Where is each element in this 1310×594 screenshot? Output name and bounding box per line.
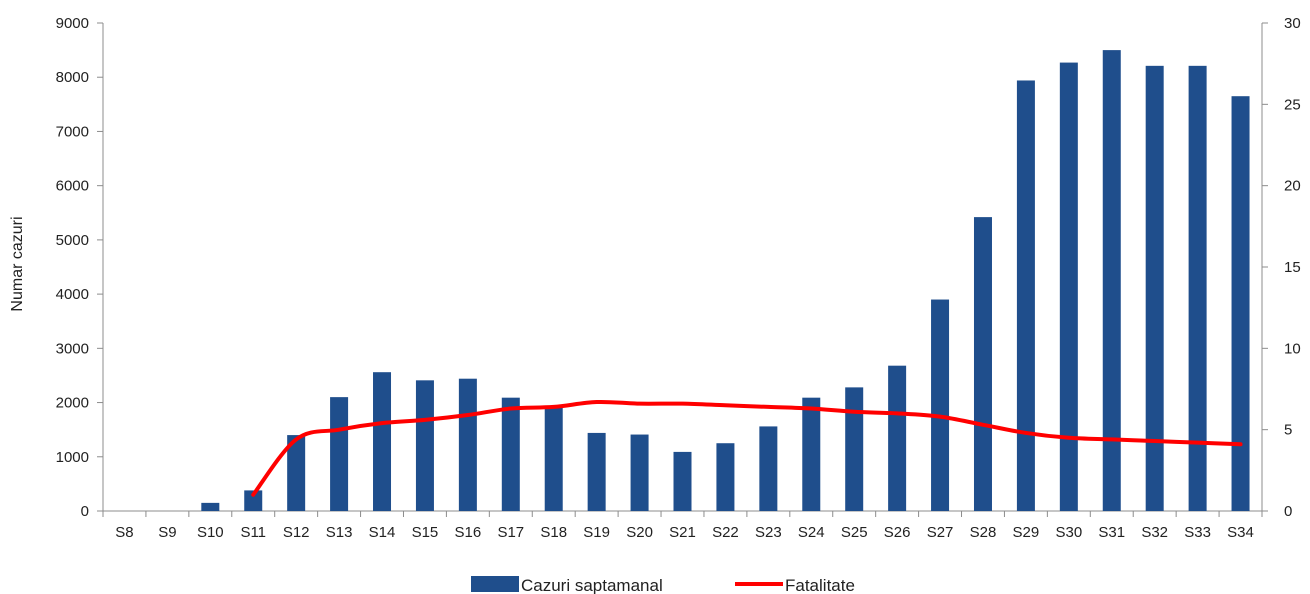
left-tick-label: 3000 xyxy=(56,340,89,357)
x-tick-label: S31 xyxy=(1098,524,1125,541)
bar xyxy=(759,426,778,511)
x-tick-label: S10 xyxy=(197,524,224,541)
line-series xyxy=(251,399,1243,497)
bar xyxy=(415,380,434,511)
x-tick-label: S16 xyxy=(455,524,482,541)
right-axis: 0 5 10 15 20 25 30 xyxy=(1261,15,1301,520)
bar xyxy=(716,443,735,511)
bar xyxy=(1059,62,1078,512)
bar xyxy=(845,387,864,511)
x-tick-label: S26 xyxy=(884,524,911,541)
x-tick-label: S12 xyxy=(283,524,310,541)
right-tick-label: 0 xyxy=(1284,503,1292,520)
legend: Cazuri saptamanal Fatalitate xyxy=(471,576,855,594)
right-tick-label: 20 xyxy=(1284,178,1301,195)
right-tick-label: 15 xyxy=(1284,259,1301,276)
bar xyxy=(1231,96,1250,511)
left-tick-label: 4000 xyxy=(56,286,89,303)
bar xyxy=(544,406,563,511)
left-tick-label: 8000 xyxy=(56,69,89,86)
bar xyxy=(201,502,220,511)
x-tick-label: S30 xyxy=(1055,524,1082,541)
legend-label-cazuri: Cazuri saptamanal xyxy=(521,576,663,594)
bar xyxy=(1145,65,1164,511)
x-tick-label: S27 xyxy=(927,524,954,541)
bar xyxy=(673,451,692,511)
x-tick-label: S20 xyxy=(626,524,653,541)
left-axis: 0 1000 2000 3000 4000 5000 6000 7000 8000 9000 xyxy=(56,15,104,520)
x-tick-label: S29 xyxy=(1013,524,1040,541)
x-tick-label: S21 xyxy=(669,524,696,541)
x-tick-label: S13 xyxy=(326,524,353,541)
x-tick-label: S19 xyxy=(583,524,610,541)
bar xyxy=(931,299,950,511)
x-tick-label: S23 xyxy=(755,524,782,541)
x-tick-label: S25 xyxy=(841,524,868,541)
bar xyxy=(1016,80,1035,511)
x-tick-label: S22 xyxy=(712,524,739,541)
fatalitate-line xyxy=(251,399,1243,497)
left-tick-label: 0 xyxy=(81,503,89,520)
x-tick-label: S17 xyxy=(497,524,524,541)
bar xyxy=(587,432,606,511)
y-axis-title: Numar cazuri xyxy=(9,216,26,311)
bar xyxy=(244,490,263,511)
bar xyxy=(373,372,392,511)
x-tick-label: S9 xyxy=(158,524,176,541)
bar xyxy=(888,365,907,511)
legend-swatch-bar xyxy=(471,576,519,592)
bar xyxy=(501,397,520,511)
right-tick-label: 25 xyxy=(1284,96,1301,113)
left-tick-label: 9000 xyxy=(56,15,89,32)
x-tick-label: S34 xyxy=(1227,524,1254,541)
bar xyxy=(630,434,649,511)
bar xyxy=(973,217,992,512)
bar xyxy=(1188,65,1207,511)
right-tick-label: 30 xyxy=(1284,15,1301,32)
legend-label-fatalitate: Fatalitate xyxy=(785,576,855,594)
bar xyxy=(802,397,821,511)
bar xyxy=(1102,50,1121,511)
bar-series xyxy=(201,50,1250,512)
x-axis: S8 S9 S10 S11 S12 S13 S14 S15 S16 S17 S18 S19 S20 S21… xyxy=(102,510,1263,541)
bar xyxy=(458,378,477,511)
x-tick-label: S28 xyxy=(970,524,997,541)
bar xyxy=(330,397,349,511)
left-tick-label: 1000 xyxy=(56,449,89,466)
x-tick-label: S14 xyxy=(369,524,396,541)
x-tick-label: S33 xyxy=(1184,524,1211,541)
left-tick-label: 2000 xyxy=(56,395,89,412)
bar xyxy=(287,435,306,511)
right-tick-label: 10 xyxy=(1284,340,1301,357)
x-tick-label: S11 xyxy=(240,524,266,541)
x-tick-label: S8 xyxy=(115,524,133,541)
x-tick-label: S24 xyxy=(798,524,825,541)
left-tick-label: 6000 xyxy=(56,178,89,195)
right-tick-label: 5 xyxy=(1284,422,1292,439)
x-tick-label: S18 xyxy=(540,524,567,541)
left-tick-label: 7000 xyxy=(56,123,89,140)
x-tick-label: S32 xyxy=(1141,524,1168,541)
x-tick-label: S15 xyxy=(412,524,439,541)
left-tick-label: 5000 xyxy=(56,232,89,249)
